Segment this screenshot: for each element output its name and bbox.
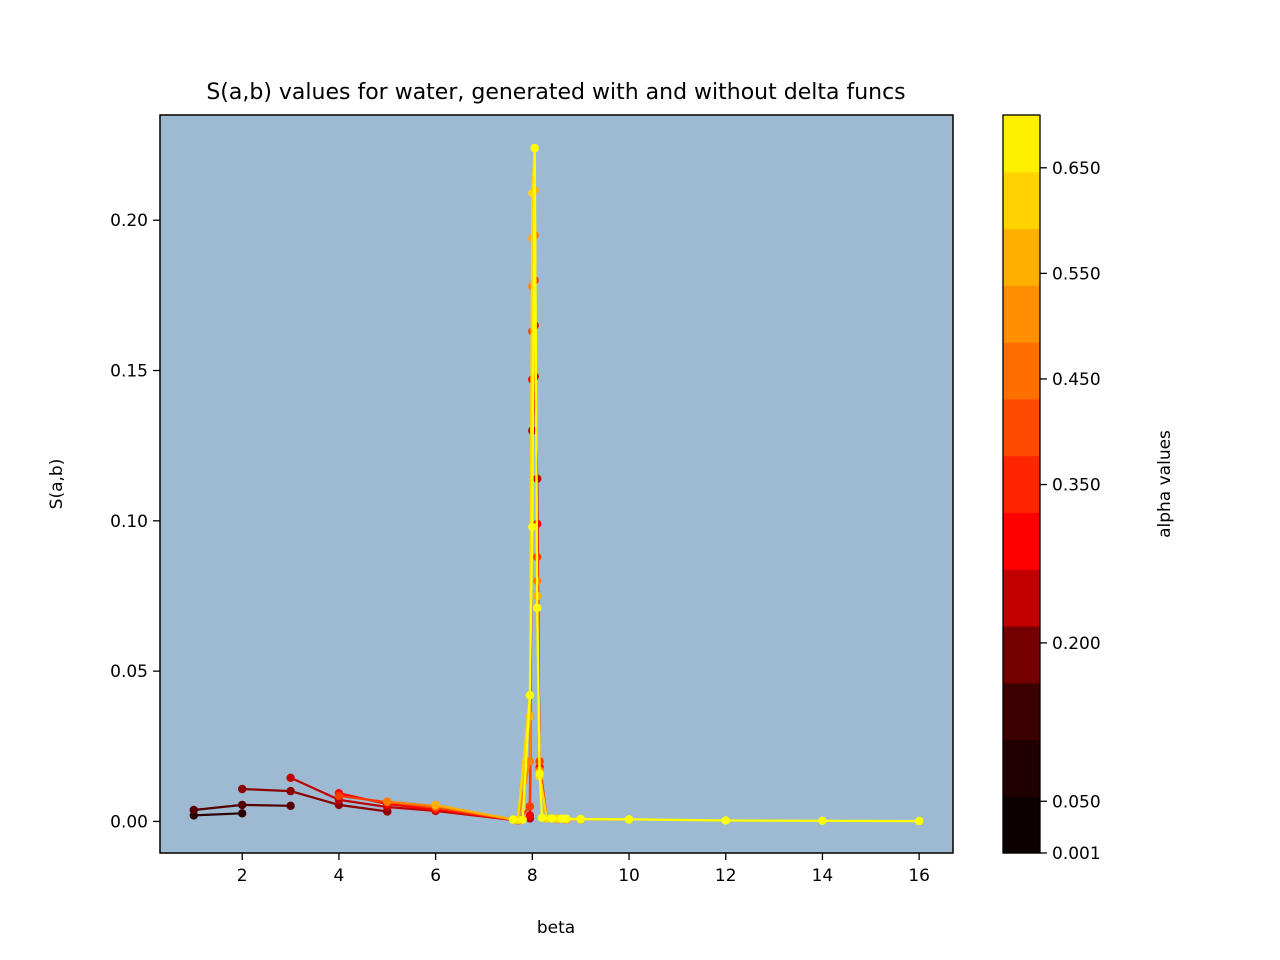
data-point bbox=[721, 816, 730, 825]
y-axis-ticks: 0.00 0.05 0.10 0.15 0.20 bbox=[110, 211, 160, 832]
data-point bbox=[508, 815, 518, 824]
series-line bbox=[513, 147, 920, 823]
y-tick-label: 0.10 bbox=[110, 512, 148, 532]
y-axis-label: S(a,b) bbox=[47, 459, 67, 510]
colorbar-band bbox=[1003, 625, 1040, 684]
x-axis-label: beta bbox=[537, 918, 575, 938]
colorbar-tick-label: 0.001 bbox=[1052, 844, 1101, 864]
colorbar-band bbox=[1003, 569, 1040, 627]
data-point bbox=[530, 143, 539, 153]
data-point bbox=[238, 809, 247, 818]
x-tick-label: 8 bbox=[527, 866, 538, 886]
data-point bbox=[562, 814, 571, 823]
colorbar-tick-label: 0.650 bbox=[1052, 159, 1101, 179]
colorbar-label: alpha values bbox=[1155, 430, 1175, 538]
data-point bbox=[818, 816, 827, 825]
colorbar-tick-label: 0.550 bbox=[1052, 264, 1101, 284]
colorbar-tick-label: 0.350 bbox=[1052, 476, 1101, 496]
y-tick-label: 0.15 bbox=[110, 362, 148, 382]
series-line bbox=[193, 812, 243, 817]
colorbar-band bbox=[1003, 512, 1040, 570]
colorbar-tick-label: 0.200 bbox=[1052, 634, 1101, 654]
data-point bbox=[286, 786, 295, 796]
data-point bbox=[525, 811, 535, 820]
x-tick-label: 16 bbox=[908, 866, 930, 886]
plot-area bbox=[159, 114, 954, 854]
colorbar-band bbox=[1003, 455, 1040, 513]
colorbar-band bbox=[1003, 115, 1040, 173]
data-point bbox=[535, 769, 544, 778]
series-0 bbox=[189, 809, 247, 820]
colorbar-band bbox=[1003, 796, 1040, 854]
data-point bbox=[383, 797, 392, 806]
colorbar-band bbox=[1003, 739, 1040, 797]
x-axis-ticks: 2 4 6 8 10 12 14 16 bbox=[237, 853, 930, 886]
colorbar-tick-label: 0.050 bbox=[1052, 792, 1101, 812]
chart-title: S(a,b) values for water, generated with … bbox=[206, 80, 905, 105]
colorbar bbox=[1003, 115, 1040, 854]
series-9 bbox=[508, 143, 924, 826]
data-point bbox=[525, 802, 535, 811]
series-1 bbox=[189, 800, 295, 815]
data-point bbox=[431, 800, 440, 810]
colorbar-tick-label: 0.450 bbox=[1052, 370, 1101, 390]
series-2 bbox=[238, 784, 392, 816]
data-point bbox=[525, 691, 535, 700]
data-point bbox=[547, 814, 556, 823]
data-point bbox=[286, 773, 295, 782]
series-line bbox=[242, 787, 388, 813]
colorbar-band bbox=[1003, 682, 1040, 741]
data-point bbox=[537, 813, 547, 822]
plot-frame bbox=[159, 114, 954, 854]
data-point bbox=[286, 801, 295, 810]
x-tick-label: 4 bbox=[333, 866, 344, 886]
colorbar-ticks: 0.001 0.050 0.200 0.350 0.450 0.550 0.650 bbox=[1040, 159, 1101, 864]
x-tick-label: 12 bbox=[715, 866, 737, 886]
data-point bbox=[334, 791, 344, 801]
data-point bbox=[576, 814, 585, 824]
data-point bbox=[518, 815, 527, 824]
colorbar-band bbox=[1003, 171, 1040, 230]
data-point bbox=[624, 815, 634, 824]
y-tick-label: 0.05 bbox=[110, 662, 148, 682]
data-point bbox=[525, 757, 535, 766]
colorbar-band bbox=[1003, 398, 1040, 457]
data-point bbox=[238, 784, 247, 794]
x-tick-label: 2 bbox=[237, 866, 248, 886]
data-point bbox=[528, 522, 537, 531]
data-point bbox=[189, 805, 198, 815]
data-point bbox=[533, 603, 542, 613]
y-tick-label: 0.00 bbox=[110, 812, 148, 832]
data-point bbox=[238, 800, 247, 810]
colorbar-band bbox=[1003, 342, 1040, 400]
x-tick-label: 10 bbox=[618, 866, 640, 886]
y-tick-label: 0.20 bbox=[110, 211, 148, 231]
x-tick-label: 14 bbox=[812, 866, 834, 886]
colorbar-band bbox=[1003, 228, 1040, 286]
series-layer bbox=[189, 143, 924, 826]
x-tick-label: 6 bbox=[430, 866, 441, 886]
colorbar-band bbox=[1003, 285, 1040, 343]
data-point bbox=[915, 816, 924, 826]
